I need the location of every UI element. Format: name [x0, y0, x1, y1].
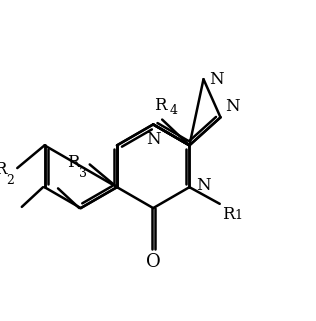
Text: N: N: [209, 71, 224, 88]
Text: R: R: [222, 206, 235, 223]
Text: 1: 1: [235, 209, 243, 222]
Text: N: N: [196, 177, 211, 194]
Text: O: O: [146, 253, 161, 271]
Text: 4: 4: [170, 104, 178, 117]
Text: 2: 2: [7, 174, 15, 187]
Text: N: N: [225, 98, 240, 115]
Text: N: N: [146, 131, 161, 148]
Text: R: R: [155, 97, 167, 114]
Text: R: R: [67, 154, 80, 171]
Text: 3: 3: [79, 167, 87, 180]
Text: R: R: [0, 161, 7, 178]
